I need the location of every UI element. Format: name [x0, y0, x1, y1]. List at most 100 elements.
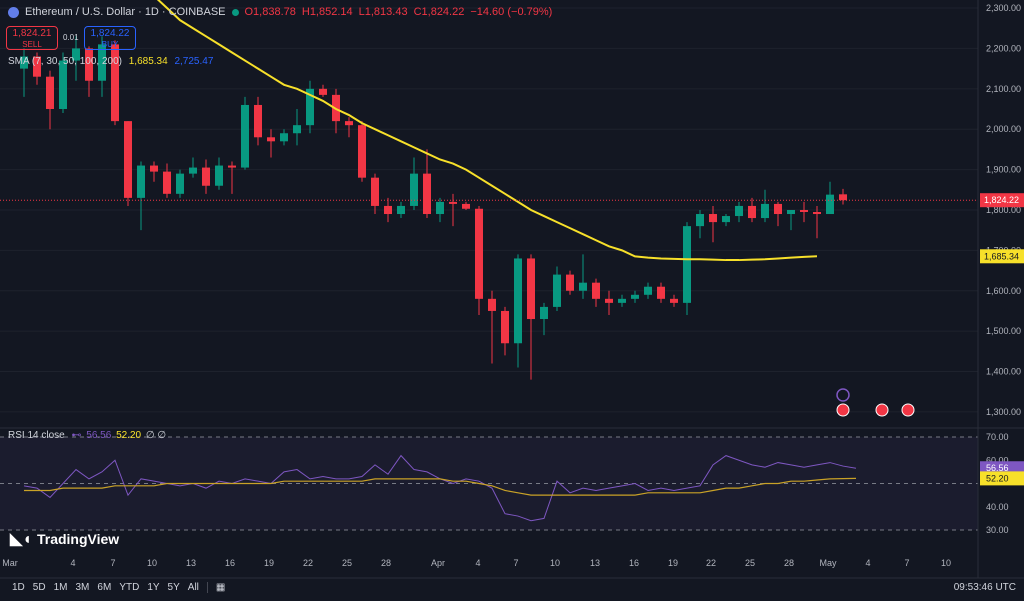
event-flag-icon[interactable]: [836, 403, 850, 417]
event-flag-icon[interactable]: [875, 403, 889, 417]
candle-body[interactable]: [579, 282, 587, 291]
event-flag-icon[interactable]: [901, 403, 915, 417]
sma-legend[interactable]: SMA (7, 30, 50, 100, 200) 1,685.34 2,725…: [8, 56, 213, 67]
date-tick-label: 25: [342, 558, 352, 568]
date-tick-label: Apr: [431, 558, 445, 568]
candle-body[interactable]: [423, 173, 431, 215]
candle-body[interactable]: [189, 167, 197, 174]
candle-body[interactable]: [20, 56, 28, 69]
candle-body[interactable]: [462, 203, 470, 209]
candle-body[interactable]: [319, 88, 327, 95]
candle-body[interactable]: [85, 48, 93, 81]
candle-body[interactable]: [826, 194, 834, 215]
candle-body[interactable]: [696, 214, 704, 227]
candle-body[interactable]: [293, 125, 301, 134]
candle-body[interactable]: [124, 121, 132, 198]
candle-body[interactable]: [735, 205, 743, 217]
sell-button[interactable]: 1,824.21 SELL: [6, 26, 58, 50]
candle-body[interactable]: [345, 121, 353, 126]
rsi-legend[interactable]: RSI 14 close ⊷ 56.56 52.20 ∅ ∅: [8, 430, 166, 441]
candle-body[interactable]: [501, 310, 509, 344]
candle-body[interactable]: [280, 133, 288, 142]
date-tick-label: 22: [303, 558, 313, 568]
candle-body[interactable]: [215, 165, 223, 186]
candle-body[interactable]: [683, 226, 691, 303]
candle-body[interactable]: [358, 125, 366, 178]
candle-body[interactable]: [774, 203, 782, 215]
candle-body[interactable]: [475, 208, 483, 299]
timeframe-3m[interactable]: 3M: [75, 582, 90, 593]
timeframe-5d[interactable]: 5D: [32, 582, 46, 593]
sell-price: 1,824.21: [12, 28, 52, 39]
candle-body[interactable]: [254, 104, 262, 138]
candle-body[interactable]: [384, 205, 392, 215]
candle-body[interactable]: [514, 258, 522, 344]
candle-body[interactable]: [592, 282, 600, 299]
ohlc-high: H1,852.14: [301, 6, 353, 18]
symbol-title[interactable]: Ethereum / U.S. Dollar · 1D · COINBASE: [25, 6, 226, 18]
timeframe-6m[interactable]: 6M: [97, 582, 112, 593]
candle-body[interactable]: [488, 298, 496, 311]
candle-body[interactable]: [397, 205, 405, 215]
candle-body[interactable]: [722, 216, 730, 223]
timeframe-ytd[interactable]: YTD: [119, 582, 140, 593]
rsi-toggle-icon[interactable]: ⊷: [71, 430, 82, 441]
candle-body[interactable]: [566, 274, 574, 291]
candle-body[interactable]: [631, 294, 639, 299]
candle-body[interactable]: [787, 209, 795, 215]
candle-body[interactable]: [605, 298, 613, 303]
candle-body[interactable]: [553, 274, 561, 307]
candle-body[interactable]: [241, 104, 249, 168]
spread-value: 0.01: [63, 33, 79, 42]
candle-body[interactable]: [176, 173, 184, 194]
lightning-event-icon[interactable]: [836, 388, 850, 402]
candle-body[interactable]: [644, 286, 652, 295]
ohlc-low: L1,813.43: [358, 6, 408, 18]
date-tick-label: 4: [70, 558, 75, 568]
candle-body[interactable]: [527, 258, 535, 320]
candle-body[interactable]: [761, 203, 769, 219]
candle-body[interactable]: [306, 88, 314, 126]
timeframe-all[interactable]: All: [187, 582, 199, 593]
candle-body[interactable]: [709, 214, 717, 223]
timeframe-5y[interactable]: 5Y: [167, 582, 180, 593]
timeframe-1d[interactable]: 1D: [12, 582, 25, 593]
candle-body[interactable]: [137, 165, 145, 198]
date-tick-label: 7: [904, 558, 909, 568]
candle-body[interactable]: [202, 167, 210, 186]
candle-body[interactable]: [267, 137, 275, 142]
candle-body[interactable]: [839, 194, 847, 201]
buy-button[interactable]: 1,824.22 BUY: [84, 26, 136, 50]
timeframe-1y[interactable]: 1Y: [147, 582, 160, 593]
candle-body[interactable]: [657, 286, 665, 299]
calendar-icon[interactable]: ▦: [206, 582, 225, 593]
candle-body[interactable]: [618, 298, 626, 303]
date-tick-label: 16: [629, 558, 639, 568]
candle-body[interactable]: [436, 201, 444, 215]
candle-body[interactable]: [670, 298, 678, 303]
candle-body[interactable]: [449, 201, 457, 204]
price-tick-label: 1,800.00: [986, 205, 1021, 215]
price-tick-label: 1,900.00: [986, 165, 1021, 175]
candle-body[interactable]: [72, 48, 80, 61]
candle-body[interactable]: [111, 44, 119, 122]
clock[interactable]: 09:53:46 UTC: [953, 582, 1016, 593]
candle-body[interactable]: [33, 56, 41, 77]
candle-body[interactable]: [371, 177, 379, 206]
timeframe-1m[interactable]: 1M: [53, 582, 68, 593]
candle-body[interactable]: [540, 306, 548, 320]
candle-body[interactable]: [228, 165, 236, 168]
candle-body[interactable]: [98, 44, 106, 81]
candle-body[interactable]: [163, 171, 171, 194]
chart-header: Ethereum / U.S. Dollar · 1D · COINBASE O…: [8, 6, 552, 18]
candle-body[interactable]: [59, 60, 67, 110]
candle-body[interactable]: [800, 209, 808, 212]
candle-body[interactable]: [150, 165, 158, 172]
candle-body[interactable]: [813, 212, 821, 215]
candle-body[interactable]: [748, 205, 756, 219]
rsi-tick-label: 40.00: [986, 502, 1009, 512]
candle-body[interactable]: [410, 173, 418, 206]
sma-price-tag: [980, 249, 1024, 264]
candle-body[interactable]: [46, 76, 54, 110]
